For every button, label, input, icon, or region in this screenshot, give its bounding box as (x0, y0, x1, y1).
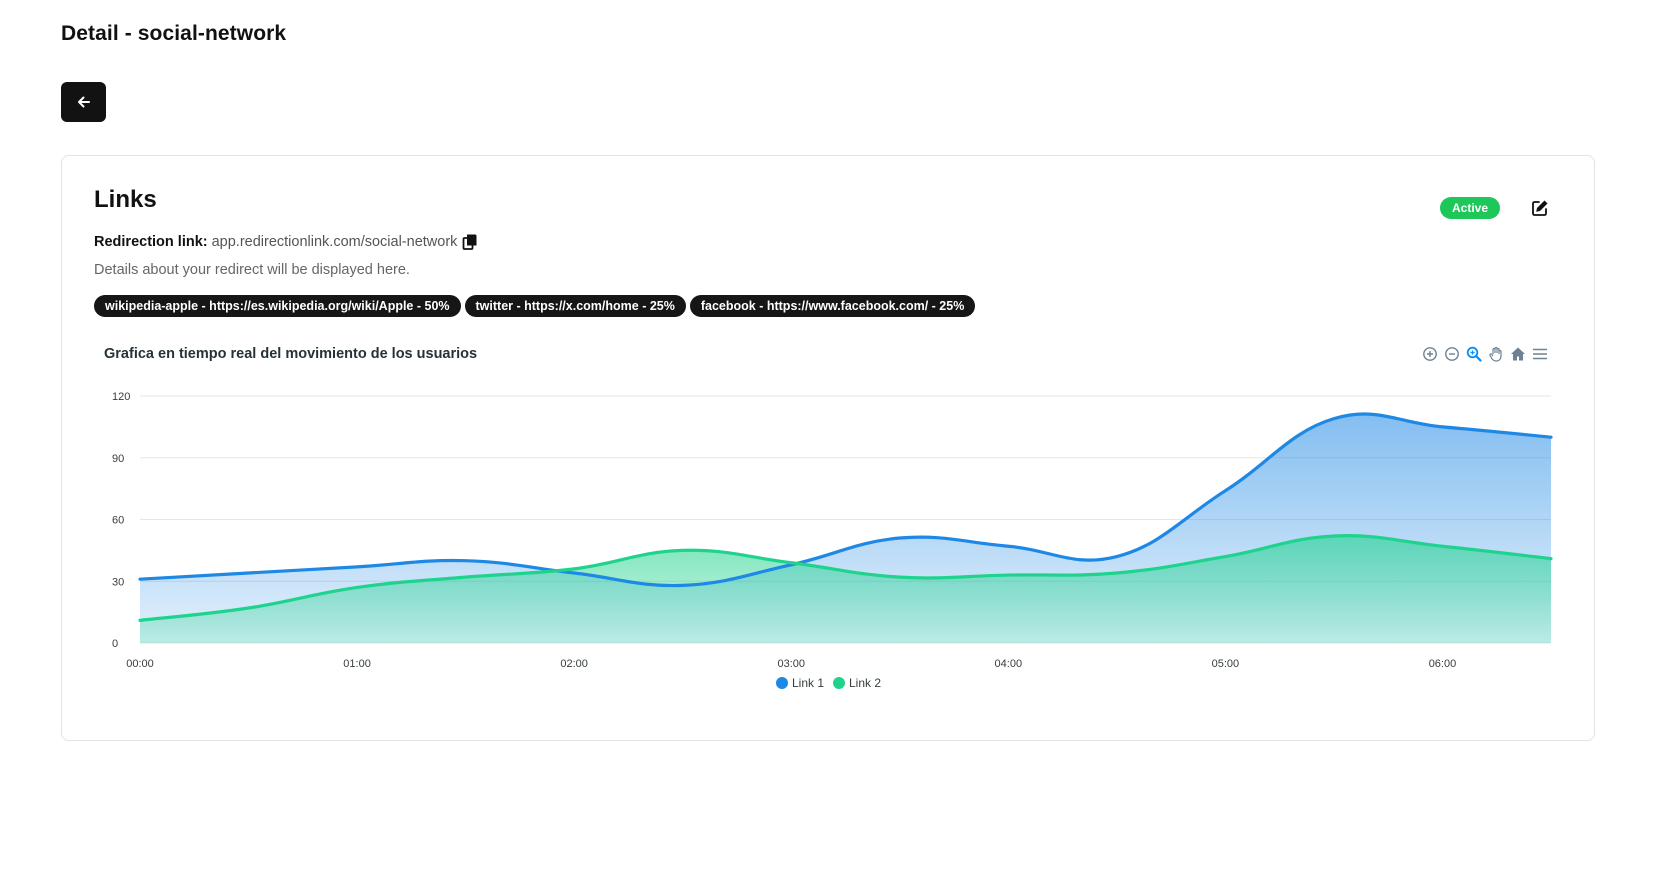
pan-icon (1489, 346, 1502, 362)
series-line-1[interactable] (138, 412, 1553, 588)
legend-label[interactable]: Link 1 (792, 676, 824, 690)
edit-icon (1532, 200, 1548, 216)
x-tick-label: 01:00 (343, 658, 371, 670)
series-line-2[interactable] (138, 534, 1553, 622)
copy-icon[interactable] (461, 233, 479, 251)
zoom-in-button[interactable] (1420, 344, 1440, 364)
pan-button[interactable] (1486, 344, 1506, 364)
reset-zoom-button[interactable] (1508, 344, 1528, 364)
edit-button[interactable] (1530, 198, 1550, 218)
link-pill: twitter - https://x.com/home - 25% (464, 295, 686, 317)
link-pill: facebook - https://www.facebook.com/ - 2… (689, 295, 976, 317)
chart-title: Grafica en tiempo real del movimiento de… (104, 346, 478, 362)
x-tick-label: 06:00 (1429, 658, 1457, 670)
x-tick-label: 03:00 (777, 658, 805, 670)
card-title: Links (94, 186, 157, 213)
y-tick-label: 0 (112, 638, 118, 650)
y-tick-label: 120 (112, 391, 130, 403)
x-tick-label: 02:00 (560, 658, 588, 670)
menu-icon (1533, 348, 1547, 360)
link-pill: wikipedia-apple - https://es.wikipedia.o… (94, 295, 461, 317)
redirection-link-label: Redirection link: (94, 234, 208, 250)
x-tick-label: 00:00 (126, 658, 154, 670)
redirection-link-url[interactable]: app.redirectionlink.com/social-network (211, 234, 458, 250)
y-tick-label: 60 (112, 515, 124, 527)
legend-marker[interactable] (776, 677, 788, 689)
zoom-select-button[interactable] (1464, 344, 1484, 364)
redirection-link-row: Redirection link: app.redirectionlink.co… (94, 233, 479, 251)
page-title: Detail - social-network (61, 22, 287, 45)
x-tick-label: 05:00 (1212, 658, 1240, 670)
back-button[interactable] (61, 82, 106, 122)
zoom-out-icon (1445, 347, 1459, 361)
zoom-select-icon (1466, 346, 1482, 362)
chart-menu-button[interactable] (1530, 344, 1550, 364)
link-pills: wikipedia-apple - https://es.wikipedia.o… (94, 295, 976, 317)
chart-toolbar (1420, 344, 1550, 364)
y-tick-label: 90 (112, 453, 124, 465)
description-text: Details about your redirect will be disp… (94, 262, 410, 278)
reset-home-icon (1511, 347, 1525, 361)
zoom-out-button[interactable] (1442, 344, 1462, 364)
y-tick-label: 30 (112, 576, 124, 588)
legend-label[interactable]: Link 2 (849, 676, 881, 690)
zoom-in-icon (1423, 347, 1437, 361)
status-badge: Active (1440, 197, 1500, 219)
arrow-left-icon (77, 96, 90, 108)
x-tick-label: 04:00 (995, 658, 1023, 670)
legend-marker[interactable] (833, 677, 845, 689)
